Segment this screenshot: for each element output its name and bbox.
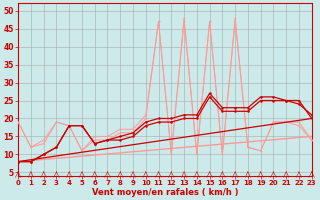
X-axis label: Vent moyen/en rafales ( km/h ): Vent moyen/en rafales ( km/h ) xyxy=(92,188,238,197)
